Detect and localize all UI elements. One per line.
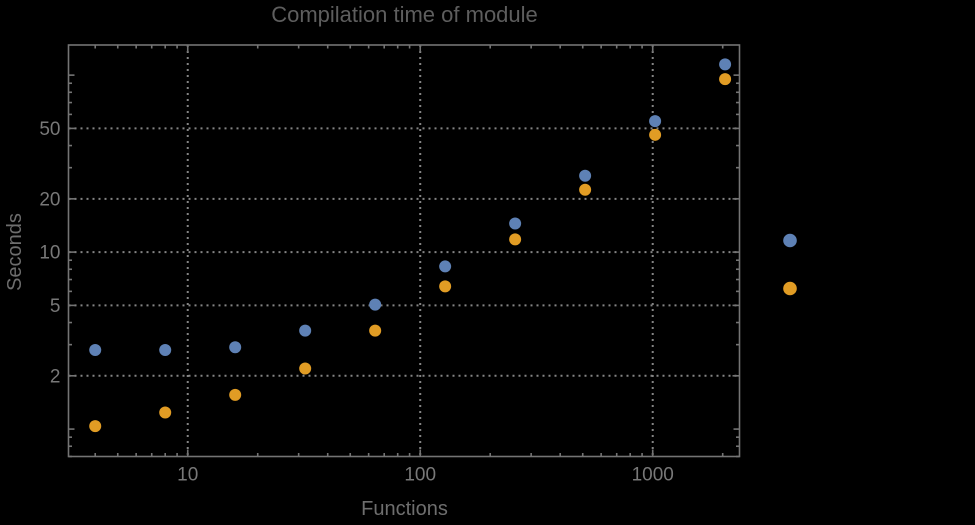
- legend-marker-blue-points: [783, 233, 797, 248]
- data-point-orange-points: [159, 406, 172, 419]
- data-point-orange-points: [299, 362, 312, 375]
- x-axis-label: Functions: [361, 498, 448, 520]
- data-point-blue-points: [229, 341, 242, 354]
- data-point-blue-points: [439, 260, 452, 273]
- y-tick-label-20: 20: [39, 189, 60, 210]
- x-tick-label-100: 100: [404, 465, 436, 486]
- data-point-blue-points: [719, 58, 732, 71]
- y-tick-label-2: 2: [50, 366, 61, 387]
- gridlines: [68, 45, 740, 457]
- data-point-blue-points: [649, 115, 662, 128]
- data-point-blue-points: [579, 169, 592, 182]
- data-point-blue-points: [299, 324, 312, 337]
- series-blue-points: [89, 58, 732, 356]
- x-tick-label-10: 10: [177, 465, 198, 486]
- y-tick-label-5: 5: [50, 296, 61, 317]
- data-point-orange-points: [229, 388, 242, 401]
- plot-frame: [67, 44, 741, 458]
- data-point-orange-points: [649, 128, 662, 141]
- data-point-orange-points: [509, 233, 522, 246]
- tick-labels: 10 100 1000 2 5 10 20 50: [39, 119, 673, 486]
- y-tick-label-50: 50: [39, 119, 60, 140]
- y-axis-label: Seconds: [4, 213, 26, 291]
- x-tick-label-1000: 1000: [632, 465, 674, 486]
- data-point-blue-points: [89, 343, 102, 356]
- data-point-blue-points: [369, 298, 382, 311]
- data-point-blue-points: [509, 217, 522, 230]
- data-point-orange-points: [89, 420, 102, 433]
- data-point-blue-points: [159, 343, 172, 356]
- series-orange-points: [89, 73, 732, 433]
- legend-marker-orange-points: [783, 281, 797, 296]
- data-point-orange-points: [369, 324, 382, 337]
- data-point-orange-points: [579, 183, 592, 196]
- chart-title: Compilation time of module: [271, 2, 538, 27]
- data-point-orange-points: [439, 280, 452, 293]
- data-point-orange-points: [719, 73, 732, 86]
- legend: [783, 233, 797, 296]
- y-tick-label-10: 10: [39, 243, 60, 264]
- tick-marks: [68, 45, 740, 458]
